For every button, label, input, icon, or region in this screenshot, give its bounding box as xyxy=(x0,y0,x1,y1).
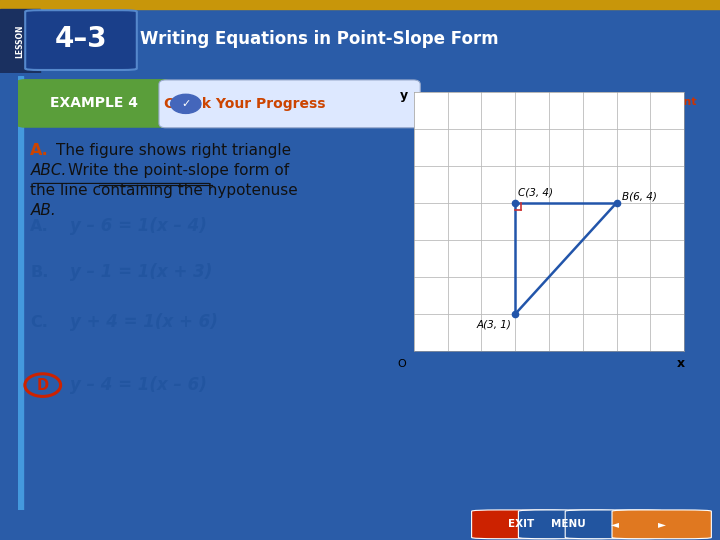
Text: EXIT: EXIT xyxy=(508,519,534,529)
Text: y: y xyxy=(400,89,408,102)
Text: C(3, 4): C(3, 4) xyxy=(518,187,553,197)
FancyBboxPatch shape xyxy=(159,80,420,128)
Text: C.: C. xyxy=(30,315,48,329)
Text: ✓: ✓ xyxy=(181,99,191,109)
Text: LESSON: LESSON xyxy=(15,24,24,58)
Text: Writing Equations in Point-Slope Form: Writing Equations in Point-Slope Form xyxy=(140,30,499,49)
Text: Check Your Progress: Check Your Progress xyxy=(164,97,325,111)
Text: ABC.: ABC. xyxy=(30,164,67,178)
Text: ►: ► xyxy=(657,519,666,529)
FancyBboxPatch shape xyxy=(25,10,137,70)
Text: ✓CheckPoint: ✓CheckPoint xyxy=(618,97,697,107)
Bar xyxy=(0,9,40,73)
Text: 4–3: 4–3 xyxy=(55,25,108,53)
Bar xyxy=(0,9,720,73)
Text: y – 4 = 1(x – 6): y – 4 = 1(x – 6) xyxy=(70,376,207,394)
Text: A.: A. xyxy=(30,219,49,234)
FancyBboxPatch shape xyxy=(565,510,665,539)
Text: y – 1 = 1(x + 3): y – 1 = 1(x + 3) xyxy=(70,263,212,281)
Text: y – 6 = 1(x – 4): y – 6 = 1(x – 4) xyxy=(70,218,207,235)
FancyBboxPatch shape xyxy=(472,510,571,539)
FancyBboxPatch shape xyxy=(612,510,711,539)
Text: B(6, 4): B(6, 4) xyxy=(621,191,657,201)
Text: the line containing the hypotenuse: the line containing the hypotenuse xyxy=(30,184,298,198)
Bar xyxy=(0,0,720,9)
Text: ◄: ◄ xyxy=(611,519,619,529)
Text: A(3, 1): A(3, 1) xyxy=(477,320,511,329)
Bar xyxy=(18,76,23,510)
Text: O: O xyxy=(398,359,407,369)
Text: AB.: AB. xyxy=(30,204,56,218)
Text: MENU: MENU xyxy=(551,519,585,529)
Text: y + 4 = 1(x + 6): y + 4 = 1(x + 6) xyxy=(70,313,217,331)
Text: The figure shows right triangle: The figure shows right triangle xyxy=(56,143,291,158)
Text: x: x xyxy=(677,357,685,370)
Text: EXAMPLE 4: EXAMPLE 4 xyxy=(50,97,138,110)
Text: Write the point-slope form of: Write the point-slope form of xyxy=(68,164,289,178)
FancyBboxPatch shape xyxy=(14,79,173,128)
Text: B.: B. xyxy=(30,265,49,280)
Text: A.: A. xyxy=(30,143,49,158)
FancyBboxPatch shape xyxy=(518,510,618,539)
Circle shape xyxy=(171,94,201,113)
Text: D: D xyxy=(37,377,49,393)
